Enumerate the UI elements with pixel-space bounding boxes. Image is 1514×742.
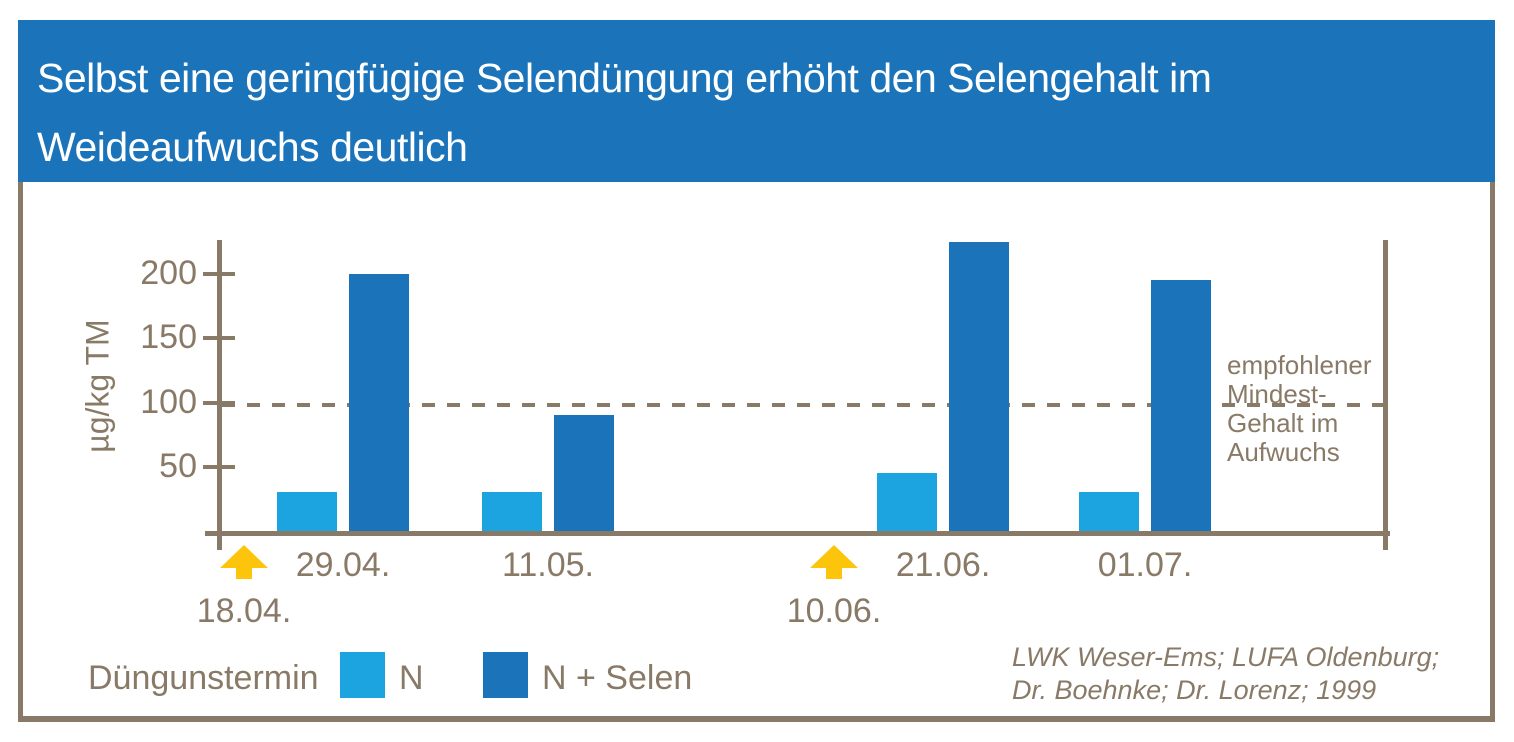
y-axis-tick-label: 100 bbox=[140, 383, 197, 421]
bar-n-selen bbox=[349, 274, 409, 531]
threshold-annotation-line: Aufwuchs bbox=[1227, 437, 1340, 467]
y-axis-tick bbox=[203, 272, 235, 276]
fertilization-arrow-stem bbox=[236, 567, 252, 579]
bar-n-selen bbox=[554, 415, 614, 531]
fertilization-arrow-stem bbox=[826, 567, 842, 579]
source-line-1: LWK Weser-Ems; LUFA Oldenburg; bbox=[1012, 642, 1440, 672]
legend-title: Düngunstermin bbox=[88, 659, 319, 697]
bar-n bbox=[482, 492, 542, 531]
threshold-annotation-line: Mindest- bbox=[1227, 379, 1327, 409]
threshold-annotation-line: Gehalt im bbox=[1227, 408, 1339, 438]
bar-n-selen bbox=[949, 242, 1009, 531]
fertilization-date-label: 10.06. bbox=[786, 592, 882, 630]
header-banner: Selbst eine geringfügige Selendüngung er… bbox=[18, 20, 1495, 182]
legend-swatch-n bbox=[340, 652, 385, 698]
fertilization-arrow-icon bbox=[810, 545, 858, 568]
fertilization-date-label: 18.04. bbox=[196, 592, 292, 630]
bar-n bbox=[877, 473, 937, 531]
bar-n-selen bbox=[1151, 280, 1211, 531]
y-axis-tick bbox=[203, 401, 235, 405]
fertilization-arrow-icon bbox=[220, 545, 268, 568]
y-axis-tick-label: 200 bbox=[140, 254, 197, 292]
page-title-line-1: Selbst eine geringfügige Selendüngung er… bbox=[37, 55, 1212, 101]
right-axis-line bbox=[1383, 240, 1388, 550]
x-axis-category-label: 01.07. bbox=[1097, 546, 1193, 584]
chart-frame bbox=[18, 182, 1495, 722]
page-title-line-2: Weideaufwuchs deutlich bbox=[37, 124, 468, 170]
source-line-2: Dr. Boehnke; Dr. Lorenz; 1999 bbox=[1012, 675, 1377, 705]
x-axis-category-label: 11.05. bbox=[501, 546, 594, 584]
threshold-annotation-line: empfohlener bbox=[1227, 350, 1372, 380]
y-axis-tick bbox=[203, 465, 235, 469]
y-axis-tick bbox=[203, 336, 235, 340]
bar-n bbox=[1079, 492, 1139, 531]
legend-swatch-n-selen bbox=[483, 652, 528, 698]
source-citation: LWK Weser-Ems; LUFA Oldenburg; Dr. Boehn… bbox=[1012, 641, 1439, 707]
legend-label-n: N bbox=[399, 659, 424, 697]
threshold-annotation: empfohlener Mindest- Gehalt im Aufwuchs bbox=[1227, 351, 1372, 467]
x-axis-line bbox=[205, 531, 1390, 536]
legend-label-n-selen: N + Selen bbox=[542, 659, 693, 697]
y-axis-tick-label: 50 bbox=[159, 447, 197, 485]
y-axis-line bbox=[217, 240, 222, 550]
bar-n bbox=[277, 492, 337, 531]
y-axis-tick-label: 150 bbox=[140, 318, 197, 356]
threshold-dashed-line bbox=[222, 403, 1385, 407]
x-axis-category-label: 21.06. bbox=[895, 546, 991, 584]
x-axis-category-label: 29.04. bbox=[295, 546, 391, 584]
